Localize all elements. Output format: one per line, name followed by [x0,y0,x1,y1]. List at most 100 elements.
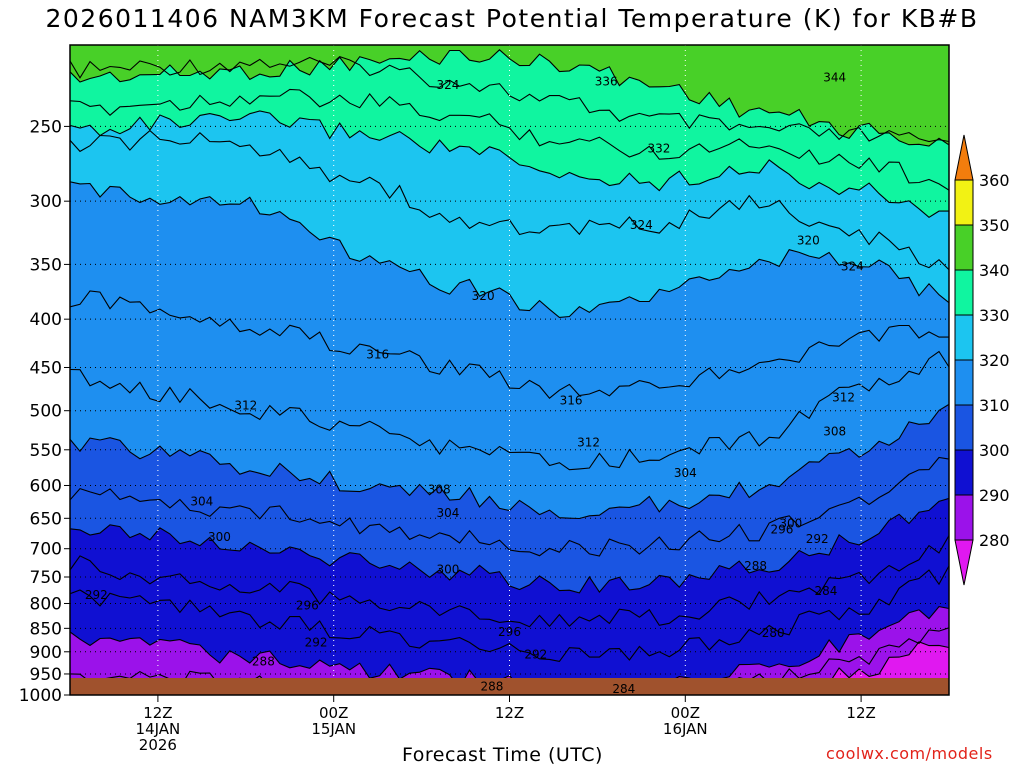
contour-label-292: 292 [806,532,829,546]
colorbar-label-360: 360 [979,171,1010,190]
x-tick-label-1-1: 15JAN [311,720,356,738]
contour-label-292: 292 [85,588,108,602]
colorbar-label-300: 300 [979,441,1010,460]
contour-label-332: 332 [647,142,670,156]
colorbar-segment-330 [954,269,974,316]
y-axis: 250 300 350 400 450 500 550 600 650 700 750 800 850 9… [19,117,70,706]
contour-label-320: 320 [472,289,495,303]
y-tick-label-750: 750 [30,568,62,588]
colorbar: 280 290 300 310 320 330 340 350 360 [954,134,1010,586]
y-tick-label-550: 550 [30,441,62,461]
colorbar-segment-300 [954,404,974,451]
contour-label-300: 300 [437,562,460,576]
contour-labels: 344 336 324 332 324 320 324 320 316 312 316 312 312 3… [85,71,864,697]
x-tick-label-0-1: 14JAN [136,720,181,738]
contour-label-312: 312 [832,390,855,404]
colorbar-segment-320 [954,314,974,361]
y-tick-label-800: 800 [30,594,62,614]
y-tick-label-350: 350 [30,255,62,275]
contour-312 [70,350,949,471]
contour-label-336: 336 [595,74,618,88]
plot-area [70,45,949,695]
contour-label-304: 304 [437,506,460,520]
colorbar-segment-290 [954,449,974,496]
contour-label-288: 288 [252,655,275,669]
contour-label-300: 300 [779,516,802,530]
ground-layer [70,678,949,695]
contour-label-296: 296 [498,625,521,639]
contour-328 [70,110,949,218]
colorbar-over-triangle [954,134,974,181]
contour-label-284: 284 [612,682,635,696]
colorbar-label-310: 310 [979,396,1010,415]
colorbar-segment-280 [954,494,974,541]
contour-label-312: 312 [577,435,600,449]
contour-320 [70,181,949,318]
y-tick-label-1000: 1000 [19,686,62,706]
contour-label-324: 324 [841,260,864,274]
contour-332 [70,88,949,191]
contour-324 [70,129,949,271]
contour-label-292: 292 [524,648,547,662]
y-tick-label-450: 450 [30,358,62,378]
fill-band-292 [70,565,949,695]
chart-title: 2026011406 NAM3KM Forecast Potential Tem… [45,4,979,33]
y-tick-label-500: 500 [30,402,62,422]
colorbar-label-320: 320 [979,351,1010,370]
y-tick-label-400: 400 [30,310,62,330]
colorbar-label-280: 280 [979,531,1010,550]
contour-296 [70,535,949,628]
x-axis-label: Forecast Time (UTC) [402,744,603,766]
contour-label-288: 288 [744,559,767,573]
x-tick-label-0-0: 12Z [143,704,172,722]
contour-292 [70,565,949,663]
x-tick-label-2-0: 12Z [495,704,524,722]
x-tick-label-3-1: 16JAN [663,720,708,738]
contour-label-296: 296 [296,599,319,613]
contour-label-288: 288 [480,680,503,694]
contour-label-320: 320 [797,233,820,247]
grid-lines [70,45,949,695]
contour-label-284: 284 [814,584,837,598]
y-tick-label-850: 850 [30,619,62,639]
x-tick-label-4-0: 12Z [846,704,875,722]
y-tick-label-250: 250 [30,117,62,137]
contour-label-324: 324 [437,78,460,92]
contour-336 [70,49,949,147]
contour-label-316: 316 [366,348,389,362]
colorbar-label-290: 290 [979,486,1010,505]
x-tick-label-0-2: 2026 [139,736,177,754]
contour-label-312: 312 [234,399,257,413]
colorbar-segment-310 [954,359,974,406]
contour-label-304: 304 [190,495,213,509]
y-tick-label-650: 650 [30,509,62,529]
contour-label-316: 316 [560,394,583,408]
y-tick-label-300: 300 [30,192,62,212]
x-tick-label-1-0: 00Z [319,704,348,722]
x-tick-label-3-0: 00Z [671,704,700,722]
contour-label-280: 280 [762,626,785,640]
contour-label-324: 324 [630,218,653,232]
colorbar-label-350: 350 [979,216,1010,235]
ground-bar [70,678,949,695]
contour-label-300: 300 [208,530,231,544]
y-tick-label-950: 950 [30,665,62,685]
contour-label-308: 308 [428,483,451,497]
colorbar-label-330: 330 [979,306,1010,325]
colorbar-label-340: 340 [979,261,1010,280]
colorbar-segment-350 [954,179,974,226]
contour-label-308: 308 [823,424,846,438]
y-tick-label-700: 700 [30,540,62,560]
y-tick-label-900: 900 [30,643,62,663]
contour-label-304: 304 [674,466,697,480]
credit-link[interactable]: coolwx.com/models [826,744,993,763]
contour-316 [70,290,949,399]
colorbar-under-triangle [954,539,974,586]
colorbar-segment-340 [954,224,974,271]
contour-label-292: 292 [305,636,328,650]
fill-band-288 [70,606,949,695]
contour-label-344: 344 [823,71,846,85]
y-tick-label-600: 600 [30,476,62,496]
